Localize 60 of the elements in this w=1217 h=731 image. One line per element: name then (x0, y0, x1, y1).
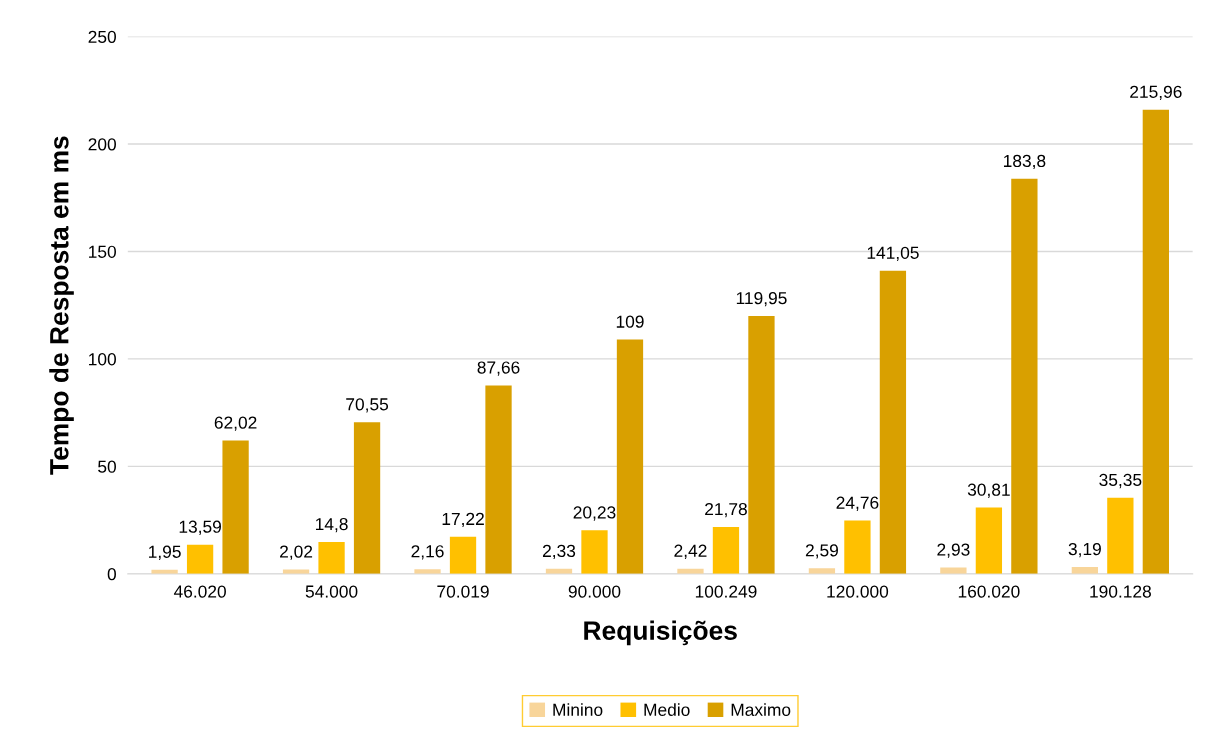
bar (222, 440, 249, 574)
data-label: 87,66 (477, 361, 520, 376)
legend-label: Minino (553, 703, 603, 716)
x-axis-title: Requisições (584, 620, 737, 646)
bar (1011, 178, 1038, 574)
x-tick-label: 100.249 (695, 585, 757, 598)
data-label: 119,95 (736, 291, 787, 307)
data-label: 20,23 (573, 506, 616, 521)
data-label: 30,81 (967, 483, 1010, 498)
bar (1142, 109, 1169, 574)
bar (353, 422, 381, 574)
y-tick-label: 250 (88, 30, 116, 44)
x-tick-label: 54.000 (305, 585, 358, 598)
bar (449, 536, 477, 574)
data-label: 62,02 (214, 416, 257, 431)
x-tick-label: 120.000 (827, 585, 889, 598)
x-tick-label: 46.020 (173, 585, 226, 598)
data-label: 109 (616, 315, 644, 328)
bar (616, 339, 644, 574)
data-label: 2,02 (280, 545, 313, 560)
data-label: 183,8 (1003, 154, 1046, 170)
data-label: 3,19 (1068, 542, 1101, 558)
data-label: 14,8 (315, 517, 348, 533)
data-label: 2,93 (937, 543, 970, 558)
x-tick-label: 90.000 (568, 585, 621, 598)
x-tick-label: 70.019 (437, 585, 489, 598)
bar (748, 316, 775, 574)
data-label: 141,05 (867, 246, 919, 261)
data-label: 13,59 (179, 520, 221, 535)
bar (581, 530, 608, 574)
y-tick-label: 50 (98, 460, 116, 473)
bar (712, 527, 740, 574)
data-label: 2,42 (674, 544, 707, 559)
bar (975, 507, 1003, 574)
bar (485, 385, 512, 574)
y-tick-label: 150 (89, 245, 116, 258)
y-tick-label: 0 (107, 568, 116, 581)
bar (879, 270, 907, 574)
x-tick-label: 190.128 (1090, 585, 1151, 598)
legend-label: Medio (644, 703, 690, 716)
y-tick-label: 100 (89, 353, 116, 366)
bar (1107, 497, 1134, 574)
bar (844, 520, 871, 574)
data-label: 35,35 (1099, 473, 1142, 489)
x-tick-label: 160.020 (958, 585, 1020, 598)
data-label: 2,33 (542, 544, 576, 560)
data-label: 17,22 (442, 512, 484, 528)
bar (318, 542, 345, 574)
legend-label: Maximo (731, 703, 791, 716)
data-label: 215,96 (1130, 85, 1182, 100)
bar (186, 544, 214, 574)
data-label: 70,55 (346, 398, 389, 413)
y-axis-title: Tempo de Resposta em ms (49, 136, 74, 475)
data-label: 2,59 (805, 544, 838, 559)
data-label: 2,16 (411, 545, 444, 560)
bar (282, 569, 310, 574)
data-label: 21,78 (705, 502, 747, 518)
data-label: 1,95 (149, 545, 181, 560)
data-label: 24,76 (836, 496, 879, 511)
y-tick-label: 200 (88, 138, 116, 151)
